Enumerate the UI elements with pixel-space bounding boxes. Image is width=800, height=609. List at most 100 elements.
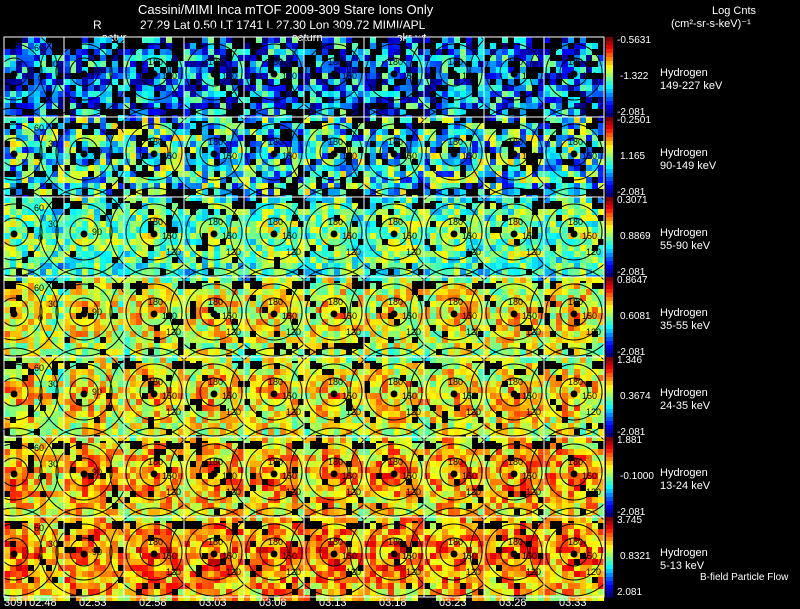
heatmap-cell <box>4 405 10 411</box>
heatmap-cell <box>178 245 184 251</box>
contour-ring <box>0 123 43 181</box>
heatmap-cell <box>4 337 10 343</box>
heatmap-cell <box>34 393 40 399</box>
heatmap-cell <box>346 325 352 331</box>
heatmap-cell <box>430 343 436 349</box>
heatmap-cell <box>208 233 214 239</box>
heatmap-cell <box>58 233 64 239</box>
heatmap-cell <box>496 171 502 177</box>
heatmap-cell <box>70 215 76 221</box>
heatmap-cell <box>538 103 544 109</box>
heatmap-cell <box>478 257 484 263</box>
heatmap-cell <box>520 203 526 209</box>
heatmap-cell <box>46 411 52 417</box>
heatmap-cell <box>352 73 358 79</box>
heatmap-cell <box>478 79 484 85</box>
heatmap-cell <box>268 307 274 313</box>
colorbar-segment <box>606 177 613 182</box>
heatmap-cell <box>538 337 544 343</box>
heatmap-cell <box>40 197 46 203</box>
heatmap-cell <box>598 355 604 361</box>
heatmap-cell <box>262 43 268 49</box>
heatmap-cell <box>316 141 322 147</box>
heatmap-cell <box>376 295 382 301</box>
heatmap-cell <box>250 103 256 109</box>
heatmap-cell <box>442 153 448 159</box>
heatmap-cell <box>520 349 526 355</box>
heatmap-cell <box>562 171 568 177</box>
heatmap-cell <box>202 177 208 183</box>
heatmap-cell <box>250 209 256 215</box>
heatmap-cell <box>190 263 196 269</box>
heatmap-cell <box>16 109 22 115</box>
heatmap-cell <box>256 263 262 269</box>
heatmap-cell <box>322 319 328 325</box>
heatmap-cell <box>454 239 460 245</box>
heatmap-cell <box>586 43 592 49</box>
heatmap-cell <box>148 289 154 295</box>
heatmap-cell <box>124 269 130 275</box>
heatmap-cell <box>382 203 388 209</box>
heatmap-cell <box>370 73 376 79</box>
heatmap-cell <box>274 183 280 189</box>
heatmap-cell <box>322 283 328 289</box>
heatmap-cell <box>292 275 298 281</box>
heatmap-cell <box>274 197 280 203</box>
heatmap-cell <box>22 319 28 325</box>
heatmap-cell <box>526 85 532 91</box>
heatmap-cell <box>466 331 472 337</box>
heatmap-cell <box>316 209 322 215</box>
heatmap-cell <box>100 363 106 369</box>
heatmap-cell <box>550 129 556 135</box>
heatmap-cell <box>112 337 118 343</box>
heatmap-cell <box>370 165 376 171</box>
heatmap-cell <box>562 123 568 129</box>
heatmap-cell <box>370 337 376 343</box>
heatmap-cell <box>316 325 322 331</box>
heatmap-cell <box>34 123 40 129</box>
heatmap-cell <box>376 97 382 103</box>
heatmap-cell <box>562 79 568 85</box>
heatmap-cell <box>136 153 142 159</box>
heatmap-cell <box>76 55 82 61</box>
heatmap-cell <box>568 37 574 43</box>
heatmap-cell <box>466 283 472 289</box>
heatmap-cell <box>436 183 442 189</box>
heatmap-cell <box>580 215 586 221</box>
heatmap-cell <box>568 269 574 275</box>
heatmap-cell <box>436 325 442 331</box>
heatmap-cell <box>58 227 64 233</box>
heatmap-cell <box>142 227 148 233</box>
colorbar-segment <box>606 57 613 62</box>
heatmap-cell <box>448 129 454 135</box>
heatmap-cell <box>484 251 490 257</box>
heatmap-cell <box>280 123 286 129</box>
heatmap-cell <box>196 165 202 171</box>
heatmap-cell <box>418 97 424 103</box>
heatmap-cell <box>22 307 28 313</box>
heatmap-cell <box>514 221 520 227</box>
heatmap-cell <box>310 349 316 355</box>
heatmap-cell <box>298 337 304 343</box>
heatmap-cell <box>580 245 586 251</box>
heatmap-cell <box>430 301 436 307</box>
heatmap-cell <box>586 165 592 171</box>
heatmap-cell <box>418 171 424 177</box>
heatmap-cell <box>238 239 244 245</box>
heatmap-cell <box>286 245 292 251</box>
heatmap-cell <box>412 141 418 147</box>
heatmap-cell <box>154 269 160 275</box>
heatmap-cell <box>76 325 82 331</box>
heatmap-cell <box>556 177 562 183</box>
heatmap-cell <box>112 73 118 79</box>
heatmap-cell <box>196 189 202 195</box>
heatmap-cell <box>364 257 370 263</box>
heatmap-cell <box>10 251 16 257</box>
heatmap-cell <box>358 49 364 55</box>
heatmap-cell <box>232 123 238 129</box>
heatmap-cell <box>598 79 604 85</box>
heatmap-cell <box>466 233 472 239</box>
heatmap-cell <box>394 91 400 97</box>
heatmap-cell <box>592 159 598 165</box>
